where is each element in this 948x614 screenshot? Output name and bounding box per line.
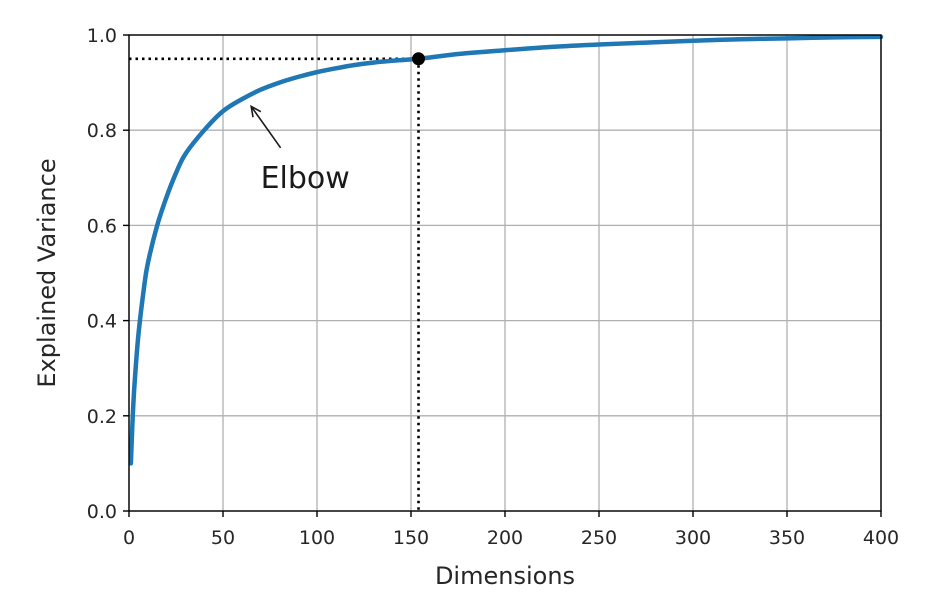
x-axis-ticks: 0 50 100 150 200 250 300 350 400 xyxy=(123,511,899,549)
x-tick-label-0: 0 xyxy=(123,527,135,549)
y-tick-label-5: 1.0 xyxy=(87,25,117,47)
x-tick-label-6: 300 xyxy=(675,527,711,549)
y-axis-ticks: 0.0 0.2 0.4 0.6 0.8 1.0 xyxy=(87,25,129,523)
highlight-layer xyxy=(412,52,426,66)
series-line-0 xyxy=(128,34,884,466)
elbow-point xyxy=(412,52,426,66)
reference-lines xyxy=(129,57,420,511)
x-tick-label-1: 50 xyxy=(211,527,235,549)
annotation-arrow-shaft xyxy=(250,105,282,149)
x-tick-label-4: 200 xyxy=(487,527,523,549)
annotation-label: Elbow xyxy=(261,161,350,196)
x-tick-label-5: 250 xyxy=(581,527,617,549)
y-tick-label-1: 0.2 xyxy=(87,406,117,428)
y-tick-label-4: 0.8 xyxy=(87,120,117,142)
x-axis-label: Dimensions xyxy=(435,562,575,590)
x-tick-label-7: 350 xyxy=(769,527,805,549)
annotation-arrow-head xyxy=(250,104,262,118)
x-tick-label-3: 150 xyxy=(393,527,429,549)
y-tick-label-3: 0.6 xyxy=(87,215,117,237)
y-tick-label-0: 0.0 xyxy=(87,501,117,523)
x-tick-label-8: 400 xyxy=(863,527,899,549)
y-axis-label: Explained Variance xyxy=(33,158,61,387)
series-layer xyxy=(128,34,884,466)
x-tick-label-2: 100 xyxy=(299,527,335,549)
annotation-layer: Elbow xyxy=(250,104,350,196)
y-tick-label-2: 0.4 xyxy=(87,311,117,333)
